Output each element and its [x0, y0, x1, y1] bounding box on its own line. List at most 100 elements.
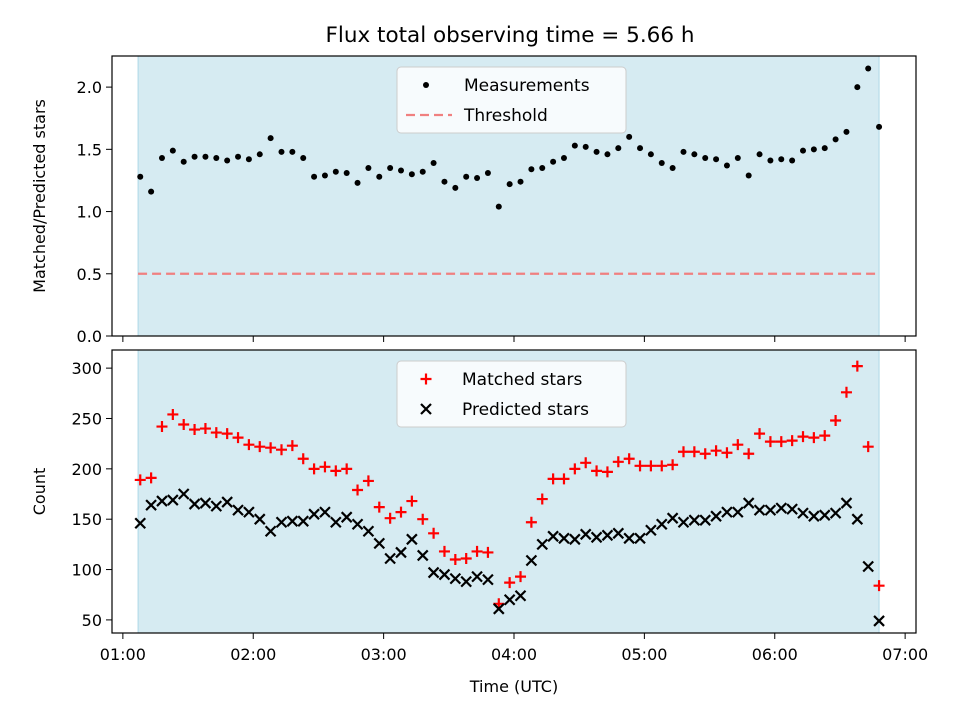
matched-star-point: [297, 453, 309, 465]
measurement-point: [756, 151, 763, 158]
predicted-star-point: [514, 589, 527, 602]
matched-star-point: [764, 436, 776, 448]
measurement-point: [800, 147, 807, 154]
predicted-star-point: [156, 495, 168, 507]
predicted-star-point: [286, 515, 299, 527]
predicted-star-point: [612, 527, 625, 540]
axes-frame: [111, 349, 917, 634]
matched-star-point: [232, 432, 244, 444]
predicted-star-point: [623, 532, 635, 545]
chart-title: Flux total observing time = 5.66 h: [326, 23, 695, 48]
predicted-star-point: [167, 494, 179, 506]
y-tick-label: 300: [71, 359, 102, 378]
matched-star-point: [308, 463, 320, 475]
predicted-star-point: [645, 524, 657, 537]
matched-star-point: [645, 460, 657, 472]
measurement-point: [506, 181, 513, 188]
matched-star-point: [384, 512, 396, 524]
predicted-star-point: [264, 525, 277, 538]
matched-star-point: [754, 428, 766, 440]
matched-star-point: [840, 386, 852, 398]
measurement-point: [615, 145, 622, 152]
predicted-star-point: [710, 510, 722, 522]
y-axis-label: Count: [30, 468, 49, 516]
measurement-point: [387, 165, 394, 171]
matched-star-point: [210, 427, 222, 439]
x-tick-label: 07:00: [882, 645, 928, 664]
predicted-star-point: [330, 516, 342, 528]
matched-star-point: [265, 442, 277, 454]
y-tick-label: 50: [82, 611, 102, 630]
matched-star-point: [547, 473, 559, 485]
legend-box: [396, 360, 627, 428]
legend-marker-measurements: [423, 82, 429, 88]
measurement-point: [658, 160, 665, 167]
matched-star-point: [612, 456, 624, 468]
x-tick-label: 06:00: [752, 645, 798, 664]
y-axis-label: Matched/Predicted stars: [30, 99, 49, 293]
predicted-star-point: [666, 512, 679, 524]
x-tick-label: 03:00: [361, 645, 407, 664]
measurement-point: [169, 147, 176, 154]
predicted-star-point: [525, 554, 538, 567]
predicted-star-point: [764, 504, 777, 516]
measurement-point: [311, 173, 318, 180]
measurement-point: [419, 168, 426, 175]
matched-star-point: [373, 501, 385, 513]
matched-star-point: [558, 473, 570, 485]
predicted-star-point: [395, 546, 407, 559]
measurement-point: [321, 172, 328, 179]
y-tick-label: 100: [71, 561, 102, 580]
measurement-point: [474, 174, 481, 181]
predicted-star-point: [829, 507, 842, 519]
matched-star-point: [580, 457, 592, 469]
matched-star-point: [862, 441, 874, 453]
matched-star-point: [254, 441, 266, 453]
measurement-point: [354, 179, 361, 186]
matched-star-point: [482, 546, 494, 558]
measurement-point: [713, 156, 720, 163]
legend-marker-predicted: [420, 403, 432, 415]
measurement-point: [332, 168, 339, 175]
measurement-point: [702, 155, 709, 162]
predicted-star-point: [851, 513, 864, 525]
measurement-point: [723, 162, 730, 169]
matched-star-point: [732, 439, 744, 451]
measurement-point: [191, 153, 198, 160]
predicted-star-point: [460, 575, 472, 588]
y-tick-label: 0.0: [77, 327, 102, 346]
matched-star-point: [851, 360, 863, 372]
predicted-star-point: [840, 497, 853, 509]
legend-label: Predicted stars: [462, 400, 589, 420]
matched-star-point: [134, 474, 146, 486]
matched-star-point: [417, 513, 429, 525]
predicted-star-point: [579, 528, 592, 541]
measurement-point: [528, 166, 535, 173]
predicted-star-point: [384, 552, 396, 565]
x-tick-label: 05:00: [621, 645, 667, 664]
legend-box: [396, 66, 627, 134]
predicted-star-point: [188, 498, 201, 510]
measurement-point: [202, 153, 209, 160]
predicted-star-point: [503, 593, 516, 606]
measurement-point: [376, 173, 383, 180]
matched-star-point: [428, 527, 440, 539]
predicted-star-point: [590, 531, 603, 544]
matched-star-point: [591, 465, 603, 477]
measurement-point: [452, 184, 459, 191]
top-panel: 0.0 0.5 1.0 1.5 2.0 Matched/Predicted stars Me…: [30, 55, 917, 346]
predicted-star-point: [862, 560, 874, 573]
measurement-point: [408, 171, 415, 178]
matched-star-point: [406, 495, 418, 507]
legend-label: Threshold: [463, 106, 548, 126]
matched-star-point: [156, 421, 168, 433]
measurement-point: [604, 151, 611, 158]
axes-frame: [111, 55, 917, 337]
measurement-point: [865, 65, 872, 72]
matched-star-point: [167, 408, 179, 420]
measurement-point: [484, 169, 491, 176]
y-tick-label: 2.0: [77, 78, 102, 97]
predicted-star-point: [655, 518, 668, 531]
measurement-point: [180, 158, 187, 165]
matched-star-point: [352, 484, 364, 496]
